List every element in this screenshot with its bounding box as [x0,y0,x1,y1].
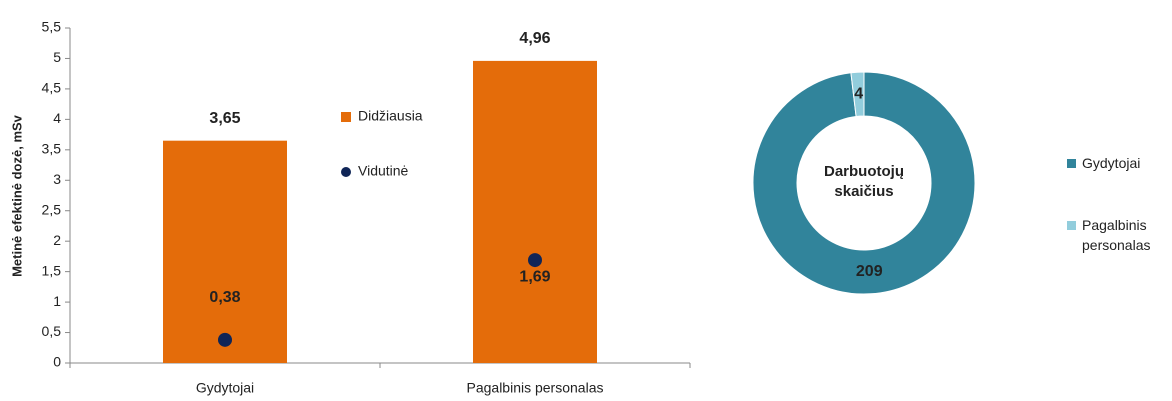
legend-label: Gydytojai [1082,155,1141,171]
legend-marker [1067,221,1076,230]
y-axis-label: Metinė efektinė dozė, mSv [9,114,24,277]
dot [528,253,542,268]
legend-marker [341,112,351,122]
legend-label: Pagalbinis personalas [1082,217,1151,253]
y-tick-label: 3 [53,171,61,187]
y-tick-label: 3,5 [42,141,62,157]
y-tick-label: 1 [53,293,61,309]
x-tick-label: Gydytojai [196,380,254,396]
donut-slice [850,71,865,118]
y-tick-label: 4 [53,110,61,126]
donut-center-label: Darbuotojų skaičius [824,163,904,200]
y-tick-label: 0,5 [42,323,62,339]
y-tick-label: 1,5 [42,262,62,278]
dot-value-label: 1,69 [519,268,550,285]
y-tick-label: 4,5 [42,80,62,96]
slice-value-label: 4 [854,85,863,102]
slice-value-label: 209 [856,263,883,280]
y-tick-label: 2,5 [42,201,62,217]
y-tick-label: 5,5 [42,19,62,35]
bar [473,60,597,364]
legend-label: Vidutinė [358,163,409,179]
bar-value-label: 3,65 [209,110,240,127]
y-tick-label: 0 [53,354,61,370]
y-tick-label: 2 [53,232,61,248]
bar-value-label: 4,96 [519,30,550,47]
dot-value-label: 0,38 [209,289,240,306]
bar [163,140,287,363]
legend-marker [1067,159,1076,168]
dot [218,332,232,347]
legend-label: Didžiausia [358,108,423,124]
legend-marker [341,167,351,177]
donut-slice [752,71,976,295]
y-tick-label: 5 [53,49,61,65]
x-tick-label: Pagalbinis personalas [467,380,604,396]
